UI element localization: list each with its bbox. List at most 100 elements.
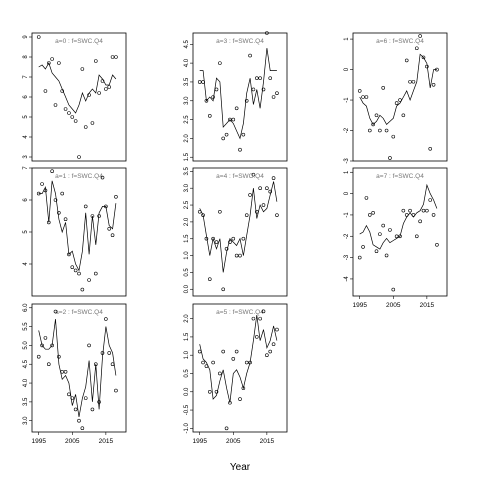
y-tick-label: 2.5	[184, 200, 190, 209]
data-point	[207, 389, 212, 394]
data-point	[401, 208, 406, 213]
y-tick-label: 7	[23, 75, 29, 79]
data-point	[271, 342, 276, 347]
y-tick-label: 9	[23, 35, 29, 39]
data-point	[80, 426, 85, 431]
panel-frame	[192, 167, 288, 297]
data-point	[361, 95, 365, 99]
data-point	[63, 217, 68, 221]
data-point	[83, 396, 88, 400]
data-point	[408, 79, 412, 84]
data-point	[431, 213, 436, 217]
data-point	[374, 113, 379, 118]
fitted-line	[199, 181, 278, 273]
panel-5: a=7 : f=SWC.Q4 -4 -3 -2 -1 0 1 1995 2005 2015	[344, 167, 448, 309]
data-point	[214, 389, 219, 394]
data-point	[261, 309, 266, 314]
data-point	[73, 119, 78, 123]
data-point	[201, 213, 205, 217]
y-tick-label: 5	[23, 230, 29, 234]
data-point	[408, 208, 412, 213]
data-point	[204, 364, 209, 368]
data-point	[265, 353, 269, 358]
data-point	[244, 213, 249, 217]
data-point	[258, 186, 262, 191]
data-point	[211, 360, 215, 365]
y-tick-label: 2.0	[184, 217, 190, 226]
fitted-line	[38, 180, 117, 272]
y-tick-label: 8	[23, 55, 29, 59]
data-point	[114, 195, 118, 199]
data-point	[57, 211, 61, 215]
data-point	[224, 426, 229, 431]
data-point	[53, 103, 58, 107]
data-point	[404, 58, 409, 63]
y-tick-label: 6.0	[23, 303, 29, 312]
data-point	[214, 87, 219, 92]
data-point	[378, 232, 382, 236]
data-point	[418, 34, 422, 38]
data-point	[197, 80, 202, 84]
data-point	[53, 309, 58, 314]
panel-0: a=0 : f=SWC.Q4 3 4 5 6 7 8 9	[23, 32, 127, 162]
data-point	[251, 87, 256, 92]
data-point	[197, 349, 202, 354]
data-point	[204, 98, 209, 103]
fitted-line	[359, 53, 437, 125]
panel-title: a=0 : f=SWC.Q4	[55, 38, 103, 45]
data-point	[50, 343, 54, 348]
data-point	[231, 117, 236, 122]
y-tick-label: -0.5	[184, 404, 190, 415]
data-point	[70, 115, 75, 119]
y-tick-label: 4.5	[23, 359, 29, 368]
data-point	[421, 208, 426, 213]
x-axis-label: Year	[230, 462, 251, 473]
data-point	[70, 396, 75, 400]
panel-4: a=4 : f=SWC.Q4 0.0 0.5 1.0 1.5 2.0 2.5 3.0 3.5	[184, 167, 288, 297]
data-point	[218, 61, 222, 65]
data-point	[211, 236, 215, 241]
data-point	[381, 86, 386, 90]
data-point	[275, 213, 279, 217]
data-point	[371, 211, 375, 215]
data-point	[244, 360, 249, 365]
data-point	[435, 243, 439, 247]
y-tick-label: -2	[344, 127, 350, 133]
data-point	[87, 278, 91, 282]
data-point	[401, 113, 406, 118]
y-tick-label: 3	[23, 155, 29, 159]
panel-6: a=2 : f=SWC.Q4 3.0 3.5 4.0 4.5 5.0 5.5 6.0 1995 2…	[23, 303, 127, 445]
data-point	[110, 55, 115, 59]
data-point	[361, 245, 365, 249]
panel-frame	[192, 303, 288, 433]
y-tick-label: 0.0	[184, 387, 190, 396]
data-point	[384, 128, 389, 133]
y-tick-label: 3.5	[184, 77, 190, 86]
y-tick-label: 2.5	[184, 115, 190, 124]
data-point	[254, 335, 259, 339]
y-tick-label: -4	[344, 276, 350, 282]
data-point	[388, 156, 392, 160]
data-point	[70, 265, 75, 270]
panel-frame	[31, 303, 127, 433]
data-point	[43, 89, 48, 93]
data-point	[204, 236, 209, 241]
data-point	[93, 271, 98, 276]
data-point	[248, 193, 252, 197]
data-point	[431, 83, 436, 87]
data-point	[394, 101, 399, 105]
data-point	[60, 369, 65, 374]
data-point	[40, 343, 44, 348]
fitted-line	[38, 319, 117, 417]
data-point	[80, 287, 85, 292]
data-point	[414, 46, 419, 51]
data-point	[364, 196, 369, 200]
fitted-line	[359, 183, 438, 250]
y-tick-label: 1.5	[184, 332, 190, 341]
data-point	[214, 240, 219, 244]
data-point	[67, 111, 71, 115]
data-point	[228, 240, 232, 244]
y-tick-label: 2.0	[184, 314, 190, 323]
data-point	[36, 354, 41, 359]
data-point	[73, 407, 78, 412]
